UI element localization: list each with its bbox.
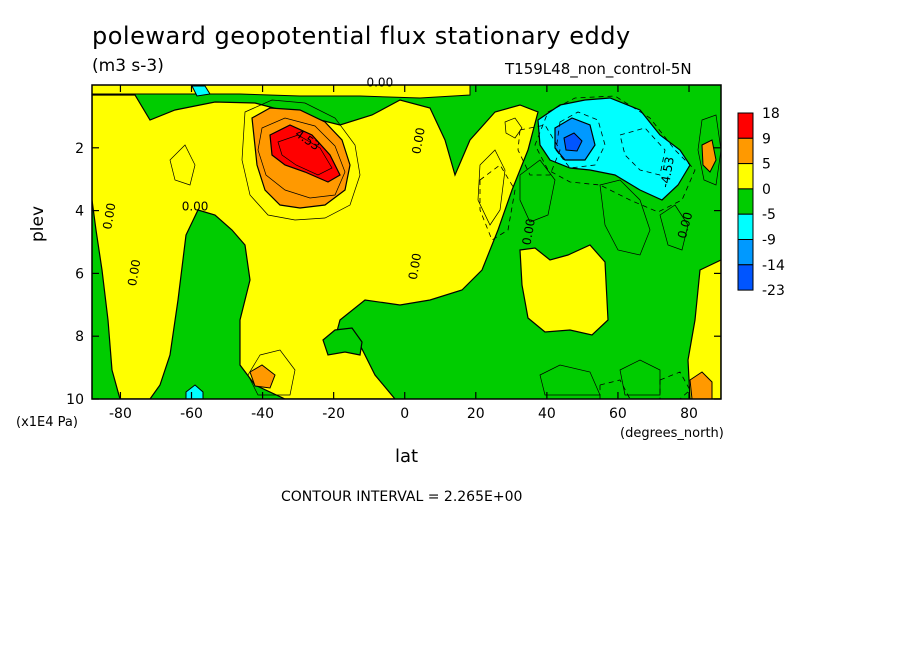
legend-label: -14 [762,258,785,274]
x-axis-label: lat [395,446,419,467]
legend-swatch [737,163,754,190]
x-tick-label: -60 [180,406,203,422]
max-region-red [269,124,341,183]
legend-label: 9 [762,131,771,147]
axes: -80 -60 -40 -20 0 20 40 60 80 2 4 6 8 10 [66,85,721,422]
min-region-deepblue [563,132,583,152]
positive-region-top [92,85,471,99]
y-axis-units: (x1E4 Pa) [16,415,78,430]
y-tick-label: 6 [75,266,84,282]
thin-contours [169,99,721,396]
x-tick-label: 20 [467,406,485,422]
x-tick-label: -80 [109,406,132,422]
orange-patch-sw [249,364,276,389]
legend-swatch [737,239,754,266]
y-tick-label: 4 [75,204,84,220]
legend-swatch [737,188,754,215]
positive-region-np [687,259,721,399]
legend-label: -5 [762,207,776,223]
legend-label: 0 [762,182,771,198]
legend-swatch [737,137,754,165]
legend-swatch [737,213,754,240]
negative-island [322,327,363,356]
dashed-contours [479,95,696,399]
contour-label: 0.00 [125,258,143,287]
y-tick-label: 8 [75,329,84,345]
positive-region-nh [519,244,609,336]
x-tick-label: -40 [251,406,274,422]
run-label: T159L48_non_control-5N [505,60,692,78]
cyan-patch-bottom [185,384,204,399]
contour-label: 0.00 [675,211,695,240]
positive-region-sh [92,94,539,399]
contour-label: 0.00 [182,200,209,214]
x-tick-label: 40 [538,406,556,422]
y-tick-label: 10 [66,392,84,408]
contour-label: 0.00 [406,252,424,281]
contour-label: -4.53 [658,156,677,189]
x-axis-units: (degrees_north) [620,426,724,441]
x-tick-label: -20 [322,406,345,422]
orange-patch-ne [701,139,717,173]
x-tick-label: 0 [400,406,409,422]
contour-field [92,85,721,399]
legend-swatch [737,112,754,139]
plot-frame [91,84,722,400]
chart-units: (m3 s-3) [92,56,164,76]
y-tick-label: 2 [75,141,84,157]
cyan-patch-top [191,85,211,97]
legend-label: 18 [762,106,780,122]
chart-title: poleward geopotential flux stationary ed… [92,22,631,50]
legend-label: 5 [762,157,771,173]
orange-patch-se [689,371,713,399]
legend-label: -9 [762,233,776,249]
contour-interval: CONTOUR INTERVAL = 2.265E+00 [281,489,523,505]
color-legend: 18 9 5 0 -5 -9 -14 -23 [737,106,785,299]
contour-label: 0.00 [520,218,538,247]
x-tick-label: 60 [609,406,627,422]
contour-label: 0.00 [100,202,118,231]
legend-swatch [737,264,754,291]
contour-label: 0.00 [409,126,427,155]
x-tick-label: 80 [680,406,698,422]
contour-label: 0.00 [366,76,393,90]
legend-label: -23 [762,283,785,299]
